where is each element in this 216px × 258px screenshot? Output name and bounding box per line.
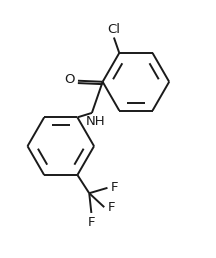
Text: O: O [64, 73, 75, 86]
Text: NH: NH [85, 115, 105, 128]
Text: F: F [108, 201, 115, 214]
Text: Cl: Cl [107, 23, 120, 36]
Text: F: F [88, 215, 95, 229]
Text: F: F [111, 181, 118, 194]
